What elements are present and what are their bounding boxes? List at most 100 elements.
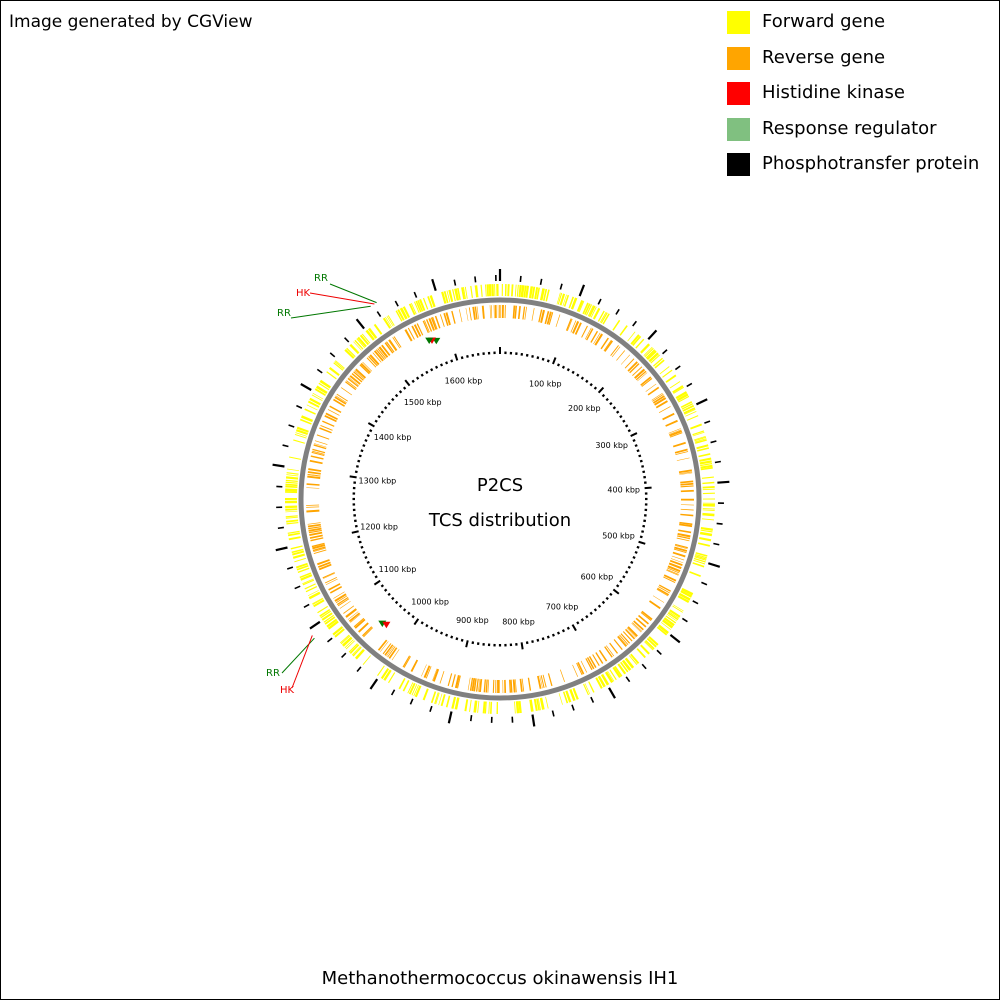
reverse-gene [468, 307, 472, 321]
kbp-tick-label: 200 kbp [568, 404, 601, 413]
ruler-tick [466, 354, 469, 358]
reverse-gene [416, 323, 424, 336]
ruler-tick [576, 373, 580, 377]
legend-label-forward-gene: Forward gene [762, 11, 886, 32]
reverse-gene [673, 548, 687, 554]
forward-gene [697, 542, 711, 547]
reverse-gene [311, 542, 325, 548]
forward-gene [528, 286, 534, 299]
reverse-gene [651, 392, 663, 401]
outer-tick [662, 349, 668, 355]
ruler-tick [445, 633, 449, 637]
ruler-tick [394, 393, 399, 398]
ruler-tick [374, 575, 378, 579]
reverse-gene [318, 561, 331, 568]
forward-gene [698, 453, 711, 458]
reverse-gene [404, 329, 413, 342]
forward-gene [309, 397, 321, 406]
reverse-gene [576, 662, 583, 675]
reverse-gene [341, 387, 353, 396]
forward-gene [441, 291, 447, 304]
forward-gene [650, 354, 661, 364]
reverse-gene [635, 617, 647, 628]
reverse-gene [624, 628, 636, 640]
ruler-tick [627, 429, 631, 433]
forward-gene [319, 608, 331, 617]
outer-tick [356, 666, 362, 672]
reverse-gene [478, 678, 481, 692]
forward-gene [300, 574, 313, 581]
outer-tick [647, 329, 658, 340]
reverse-gene [308, 526, 322, 530]
reverse-gene [430, 317, 437, 330]
forward-gene [286, 472, 299, 475]
ruler-tick [413, 618, 420, 626]
forward-gene [402, 680, 410, 692]
forward-gene [290, 545, 303, 550]
reverse-gene [391, 649, 400, 661]
reverse-gene [538, 309, 543, 323]
reverse-gene [680, 485, 694, 488]
forward-gene [515, 701, 520, 714]
reverse-gene [317, 559, 330, 566]
outer-tick [469, 715, 473, 722]
forward-gene [373, 323, 383, 335]
reverse-gene [675, 451, 689, 455]
reverse-gene [666, 569, 679, 576]
reverse-gene [572, 664, 579, 677]
genome-backbone [298, 297, 702, 701]
forward-gene [534, 287, 539, 300]
reverse-gene [514, 679, 517, 693]
tcs-feature-marker [425, 337, 434, 344]
reverse-gene [334, 593, 347, 602]
forward-gene [461, 287, 466, 300]
kbp-tick-label: 400 kbp [607, 486, 640, 495]
forward-gene [675, 391, 688, 400]
reverse-gene [654, 397, 667, 406]
forward-gene [590, 306, 597, 318]
reverse-gene [670, 558, 684, 564]
reverse-gene [577, 662, 585, 675]
ruler-tick [358, 454, 362, 458]
ruler-tick [416, 376, 420, 380]
reverse-gene [345, 381, 357, 391]
outer-tick [394, 300, 399, 307]
reverse-gene [308, 529, 322, 534]
reverse-gene [680, 508, 694, 511]
reverse-gene [473, 678, 477, 692]
ruler-tick [625, 570, 629, 574]
forward-gene [694, 555, 707, 560]
forward-gene [477, 700, 480, 713]
reverse-gene [618, 635, 628, 646]
forward-gene [457, 288, 461, 301]
outer-tick [704, 420, 711, 424]
forward-gene [689, 571, 701, 577]
reverse-gene [567, 318, 573, 332]
forward-gene [320, 610, 332, 619]
reverse-gene [457, 675, 461, 689]
reverse-gene [454, 675, 460, 689]
reverse-gene [354, 618, 366, 629]
ruler-tick [632, 439, 636, 443]
forward-gene [402, 306, 411, 318]
forward-gene [286, 474, 299, 477]
forward-gene [640, 644, 650, 655]
reverse-gene [377, 348, 387, 359]
reverse-gene [413, 324, 422, 337]
forward-gene [285, 483, 298, 487]
ruler-tick [639, 535, 643, 539]
forward-gene [588, 681, 595, 693]
forward-gene [666, 614, 678, 622]
forward-gene [344, 349, 355, 359]
forward-gene [333, 362, 344, 371]
reverse-gene [632, 366, 643, 376]
forward-gene [452, 289, 456, 302]
ruler-tick [369, 565, 373, 569]
reverse-gene [380, 641, 389, 652]
forward-gene [578, 300, 585, 313]
forward-gene [422, 297, 429, 310]
forward-gene [600, 673, 610, 686]
reverse-gene [407, 327, 415, 340]
reverse-gene [680, 480, 694, 484]
reverse-gene [641, 610, 653, 621]
